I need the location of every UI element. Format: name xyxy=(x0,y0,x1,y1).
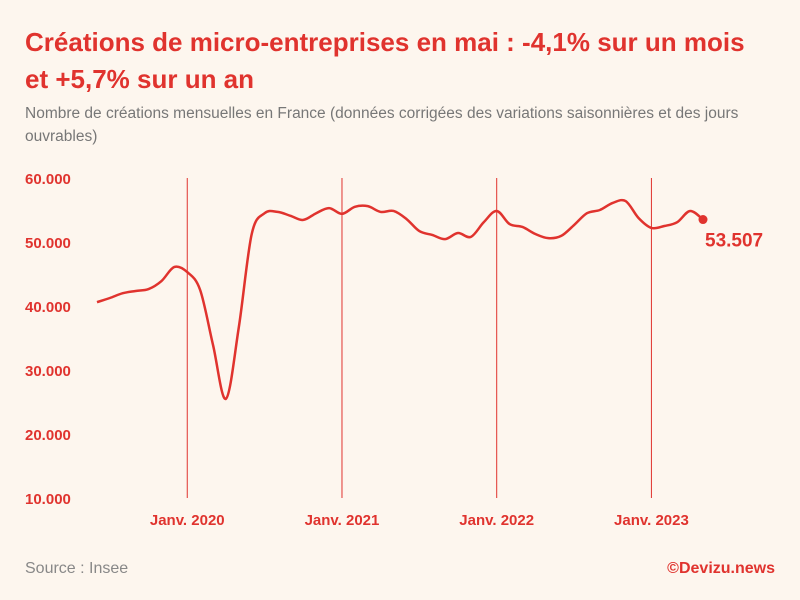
chart-title: Créations de micro-entreprises en mai : … xyxy=(25,27,745,94)
line xyxy=(96,198,704,401)
y-tick-label: 20.000 xyxy=(25,427,71,444)
x-tick-label: Janv. 2022 xyxy=(459,512,534,529)
value-label: 53.507 xyxy=(705,231,763,252)
y-tick-label: 40.000 xyxy=(25,299,71,316)
x-tick-label: Janv. 2021 xyxy=(305,512,380,529)
x-tick-label: Janv. 2020 xyxy=(150,512,225,529)
y-tick-label: 30.000 xyxy=(25,363,71,380)
x-tick-label: Janv. 2023 xyxy=(614,512,689,529)
y-tick-label: 10.000 xyxy=(25,491,71,508)
credit: ©Devizu.news xyxy=(667,560,775,577)
end-point xyxy=(698,215,708,225)
chart-subtitle: Nombre de créations mensuelles en France… xyxy=(25,105,739,145)
y-tick-label: 50.000 xyxy=(25,235,71,252)
source: Source : Insee xyxy=(25,560,129,577)
y-tick-label: 60.000 xyxy=(25,171,71,188)
